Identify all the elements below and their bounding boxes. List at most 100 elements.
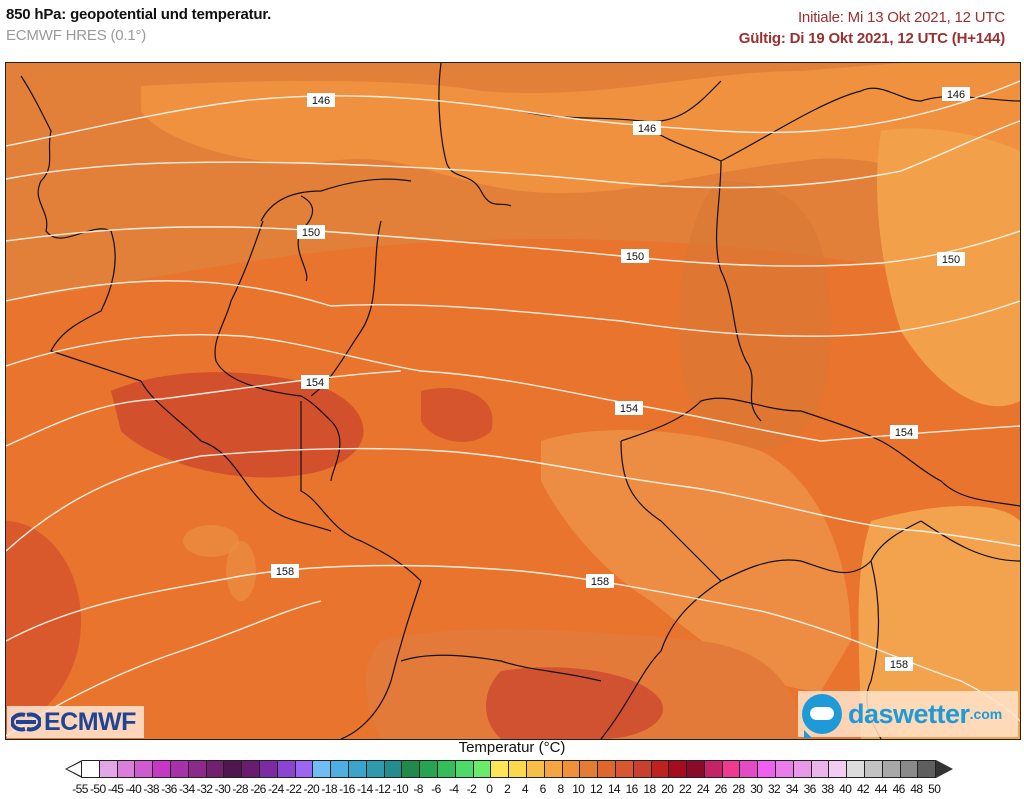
colorbar-tick-label: 16	[625, 782, 639, 796]
colorbar-swatch	[847, 760, 866, 778]
colorbar-swatch	[188, 760, 207, 778]
colorbar-swatch	[437, 760, 456, 778]
contour-label: 150	[942, 254, 960, 266]
colorbar-swatch	[509, 760, 527, 778]
ecmwf-logo: ECMWF	[7, 706, 144, 738]
colorbar-swatch	[651, 760, 670, 778]
colorbar-tick-label: 18	[643, 782, 656, 796]
colorbar-swatch	[900, 760, 919, 778]
daswetter-logo-text: daswetter	[848, 698, 970, 729]
colorbar-tick-label: -38	[143, 782, 159, 796]
colorbar-tick-label: -12	[374, 782, 391, 796]
colorbar-tick-label: 22	[679, 782, 692, 796]
colorbar-tick-label: 6	[539, 782, 547, 796]
colorbar-swatch	[491, 760, 510, 778]
colorbar-swatch	[740, 760, 759, 778]
header-init-time: Initiale: Mi 13 Okt 2021, 12 UTC	[797, 9, 1005, 26]
colorbar-swatch	[526, 760, 545, 778]
contour-label: 154	[306, 377, 324, 389]
colorbar-tick-label: 28	[732, 782, 745, 796]
contour-label: 150	[626, 251, 644, 263]
colorbar-tick-label: 38	[821, 782, 834, 796]
colorbar-tick-label: 40	[839, 782, 852, 796]
colorbar-arrow-right-icon	[936, 760, 954, 778]
contour-label: 158	[276, 566, 294, 578]
colorbar-swatch	[242, 760, 260, 778]
colorbar-swatch	[384, 760, 403, 778]
colorbar-tick-label: -40	[125, 782, 142, 796]
contour-label: 150	[302, 227, 320, 239]
cloud-sun-icon	[802, 694, 842, 738]
colorbar-swatch	[544, 760, 563, 778]
colorbar-tick-label: 46	[892, 782, 906, 796]
ecmwf-logo-text: ECMWF	[44, 707, 136, 736]
colorbar-swatch	[882, 760, 901, 778]
contour-label: 158	[890, 659, 908, 671]
colorbar-swatch	[153, 760, 171, 778]
colorbar-swatch	[793, 760, 812, 778]
colorbar-swatch	[615, 760, 634, 778]
colorbar-swatch	[224, 760, 243, 778]
colorbar-tick-label: 20	[661, 782, 674, 796]
colorbar-tick-label: 8	[557, 782, 564, 796]
ecmwf-logo-icon	[11, 712, 41, 732]
colorbar-tick-label: 36	[803, 782, 817, 796]
colorbar-tick-label: -16	[339, 782, 355, 796]
colorbar-tick-label: -34	[179, 782, 195, 796]
colorbar-tick-label: 4	[521, 782, 529, 796]
colorbar-swatch	[135, 760, 154, 778]
colorbar-tick-label: -10	[392, 782, 409, 796]
colorbar-tick-label: 42	[856, 782, 870, 796]
colorbar-swatch	[865, 760, 883, 778]
colorbar-swatch	[295, 760, 314, 778]
colorbar-swatch	[331, 760, 349, 778]
header-valid-time: Gültig: Di 19 Okt 2021, 12 UTC (H+144)	[738, 30, 1005, 47]
colorbar-tick-label: -50	[90, 782, 106, 796]
colorbar-labels: -55 -50 -45 -40 -38 -36 -34 -32 -30 -28 -26 -24 -22-…	[71, 782, 943, 796]
colorbar-swatch	[562, 760, 581, 778]
colorbar-tick-label: 48	[910, 782, 923, 796]
contour-label: 146	[312, 95, 330, 107]
colorbar-tick-label: 30	[750, 782, 763, 796]
colorbar-tick-label: -32	[196, 782, 213, 796]
header-model: ECMWF HRES (0.1°)	[6, 27, 147, 44]
colorbar-tick-label: 12	[590, 782, 603, 796]
colorbar-arrow-left-icon	[65, 760, 82, 778]
colorbar-tick-label: -2	[466, 782, 477, 796]
colorbar-swatch	[776, 760, 794, 778]
colorbar-swatch	[918, 760, 937, 778]
colorbar-tick-label: -6	[431, 782, 441, 796]
colorbar-tick-label: 50	[928, 782, 941, 796]
colorbar-title: Temperatur (°C)	[458, 739, 566, 756]
colorbar-swatch	[117, 760, 136, 778]
colorbar-tick-label: -20	[303, 782, 320, 796]
colorbar-tick-label: -30	[214, 782, 231, 796]
colorbar-tick-label: -24	[267, 782, 284, 796]
colorbar	[65, 760, 954, 778]
header-title: 850 hPa: geopotential und temperatur.	[6, 6, 272, 23]
colorbar-tick-label: -18	[321, 782, 337, 796]
colorbar-swatch	[82, 760, 100, 778]
daswetter-logo[interactable]: daswetter .com	[798, 691, 1018, 738]
colorbar-tick-label: -4	[448, 782, 459, 796]
colorbar-swatch	[704, 760, 723, 778]
colorbar-tick-label: -8	[413, 782, 423, 796]
colorbar-swatch	[811, 760, 830, 778]
colorbar-swatch	[722, 760, 741, 778]
contour-label: 154	[895, 427, 913, 439]
colorbar-tick-label: -45	[107, 782, 124, 796]
colorbar-tick-label: -55	[72, 782, 88, 796]
colorbar-swatch	[259, 760, 278, 778]
colorbar-swatch	[99, 760, 118, 778]
colorbar-swatch	[580, 760, 599, 778]
daswetter-logo-tld: .com	[969, 706, 1003, 722]
colorbar-swatch	[598, 760, 616, 778]
colorbar-tick-label: 26	[714, 782, 728, 796]
colorbar-swatch	[206, 760, 225, 778]
colorbar-tick-label: -14	[356, 782, 373, 796]
colorbar-tick-label: 34	[785, 782, 799, 796]
colorbar-swatch	[669, 760, 688, 778]
weather-map[interactable]: 146 146 146 150 150 150 154 154 154 158 …	[5, 62, 1021, 740]
colorbar-swatch	[277, 760, 296, 778]
contour-label: 146	[947, 89, 965, 101]
